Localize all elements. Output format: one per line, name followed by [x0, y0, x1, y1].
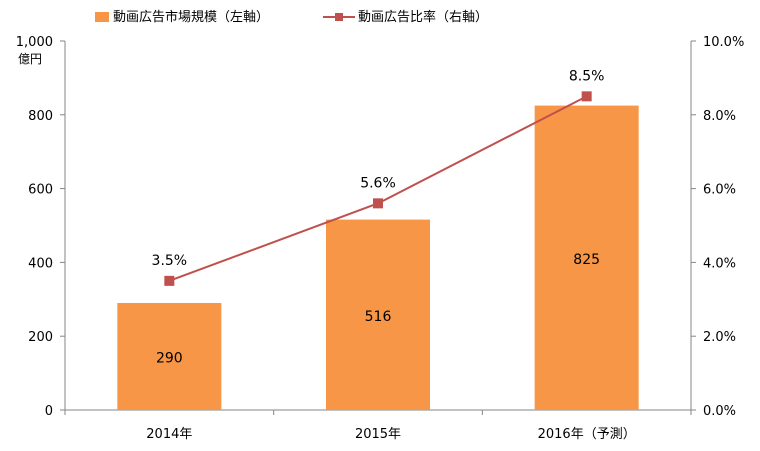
- ratio-value-label: 8.5%: [569, 68, 605, 84]
- right-tick-label: 6.0%: [703, 183, 736, 198]
- left-axis-unit: 億円: [18, 52, 42, 66]
- bar-value-label: 516: [365, 309, 392, 325]
- legend: 動画広告市場規模（左軸） 動画広告比率（右軸）: [95, 9, 488, 25]
- left-tick-label: 800: [28, 109, 53, 124]
- right-tick-label: 0.0%: [703, 404, 736, 419]
- x-tick-label: 2016年（予測）: [538, 427, 636, 442]
- ratio-point: [581, 91, 592, 102]
- bar-value-label: 290: [156, 350, 183, 366]
- legend-swatch-bar: [95, 12, 109, 22]
- legend-label-line: 動画広告比率（右軸）: [358, 9, 488, 25]
- axes-layer: 0 200 400 600 800 1,000 億円 0.0% 2.0% 4.0% 6.0% 8.0%…: [16, 35, 745, 442]
- ratio-value-label: 5.6%: [360, 175, 396, 191]
- x-tick-label: 2014年: [146, 427, 192, 442]
- bar: [117, 302, 222, 410]
- legend-label-bar: 動画広告市場規模（左軸）: [113, 9, 269, 25]
- labels-layer: 290 516 825 3.5% 5.6% 8.5%: [152, 68, 605, 366]
- left-tick-label: 200: [28, 330, 53, 345]
- right-tick-label: 2.0%: [703, 330, 736, 345]
- line-layer: [164, 91, 592, 286]
- bar: [534, 105, 639, 410]
- right-tick-label: 8.0%: [703, 109, 736, 124]
- ratio-value-label: 3.5%: [152, 253, 188, 269]
- right-tick-label: 10.0%: [703, 35, 744, 50]
- ratio-point: [373, 198, 383, 209]
- right-tick-label: 4.0%: [703, 256, 736, 271]
- left-tick-label: 1,000: [16, 35, 53, 50]
- left-tick-label: 600: [28, 183, 53, 198]
- ratio-point: [164, 275, 175, 286]
- left-tick-label: 400: [28, 256, 53, 271]
- bar-value-label: 825: [573, 252, 600, 268]
- bar: [326, 219, 430, 410]
- x-tick-label: 2015年: [355, 427, 401, 442]
- legend-swatch-marker: [335, 13, 343, 21]
- bars-layer: [117, 105, 639, 410]
- left-tick-label: 0: [45, 404, 53, 419]
